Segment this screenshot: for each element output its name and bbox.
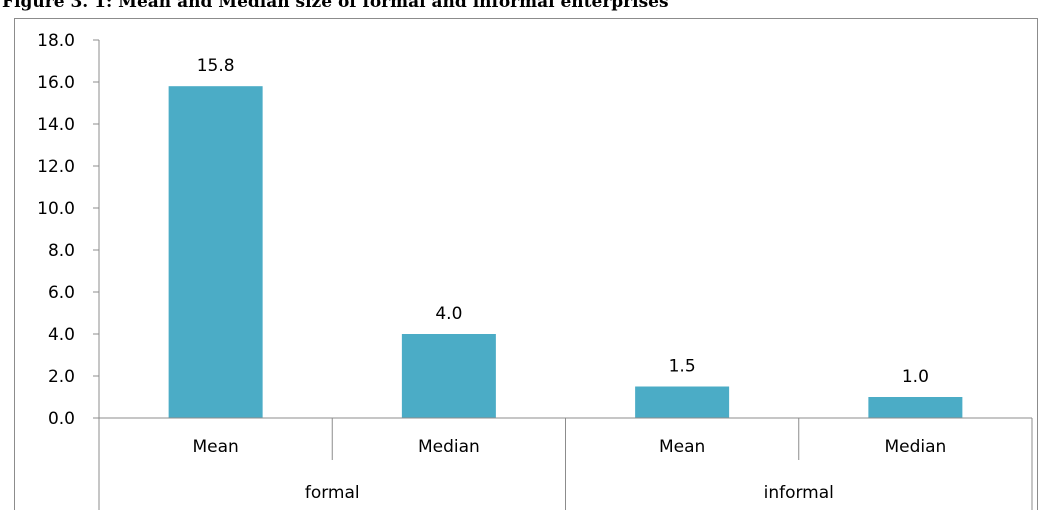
bar-informal-mean xyxy=(635,386,730,418)
figure-title: Figure 3. 1: Mean and Median size of for… xyxy=(2,0,669,12)
data-label: 15.8 xyxy=(197,56,235,76)
group-label-formal: formal xyxy=(305,483,360,503)
category-label: Mean xyxy=(659,437,705,457)
bar-informal-median xyxy=(868,397,963,418)
x-axis: Mean Median Mean Median formal informal xyxy=(98,417,1033,510)
bar-formal-mean xyxy=(168,86,263,418)
y-tick-label: 12.0 xyxy=(37,157,75,177)
y-tick-label: 10.0 xyxy=(37,199,75,219)
y-tick-label: 4.0 xyxy=(48,325,75,345)
group-label-informal: informal xyxy=(764,483,834,503)
chart-frame xyxy=(14,18,1038,510)
y-tick-label: 2.0 xyxy=(48,367,75,387)
y-tick-label: 6.0 xyxy=(48,283,75,303)
bars: 15.8 4.0 1.5 1.0 xyxy=(168,56,963,418)
category-label: Mean xyxy=(192,437,238,457)
data-label: 1.0 xyxy=(902,367,929,387)
y-axis: 0.0 2.0 4.0 6.0 8.0 10.0 12.0 14.0 16.0 18.0 xyxy=(37,31,100,429)
data-label: 4.0 xyxy=(435,304,462,324)
bar-formal-median xyxy=(401,334,496,418)
category-label: Median xyxy=(884,437,946,457)
data-label: 1.5 xyxy=(669,357,696,377)
y-tick-label: 18.0 xyxy=(37,31,75,51)
category-label: Median xyxy=(418,437,480,457)
y-tick-label: 8.0 xyxy=(48,241,75,261)
y-tick-label: 14.0 xyxy=(37,115,75,135)
y-tick-label: 16.0 xyxy=(37,73,75,93)
y-tick-label: 0.0 xyxy=(48,409,75,429)
